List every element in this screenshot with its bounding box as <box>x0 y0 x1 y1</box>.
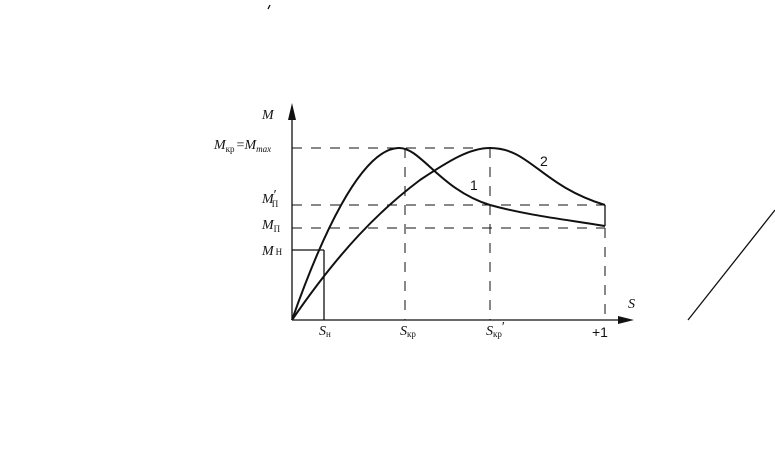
subscript: н <box>326 329 331 339</box>
prime: ′ <box>502 320 505 335</box>
text: = <box>237 138 245 153</box>
text: S <box>400 324 407 339</box>
subscript: кр <box>407 329 416 339</box>
x-axis-label: S <box>628 297 635 312</box>
s-one-label: +1 <box>592 324 608 340</box>
text: M <box>243 138 257 153</box>
m-start1-label: MП <box>261 218 281 234</box>
s-nom-label: Sн <box>319 324 331 339</box>
subscript: кр <box>226 144 235 154</box>
curve-label: 2 <box>540 153 548 169</box>
subscript: кр <box>493 329 502 339</box>
curve-2 <box>291 146 606 321</box>
y-arrow <box>288 103 296 120</box>
subscript: max <box>256 144 271 154</box>
stray-mark <box>267 4 271 10</box>
subscript: Н <box>276 247 283 257</box>
text: S <box>486 324 493 339</box>
diagonal-line <box>687 209 775 321</box>
curve-label: 1 <box>470 177 478 193</box>
x-arrow <box>618 316 634 324</box>
text: M <box>261 218 275 233</box>
text: S <box>319 324 326 339</box>
text: M <box>261 244 275 259</box>
curve-1 <box>291 146 606 321</box>
y-axis-label: M <box>261 108 275 123</box>
prime: ′ <box>274 188 277 203</box>
s-cr2-label: Sкр′ <box>486 320 505 339</box>
m-start2-label: M′ П <box>261 188 279 209</box>
subscript: П <box>272 199 279 209</box>
subscript: П <box>274 224 281 234</box>
s-cr-label: Sкр <box>400 324 416 339</box>
text: M <box>213 138 227 153</box>
m-max-label: Mкр =Mmax <box>213 138 271 154</box>
text: M <box>261 192 275 207</box>
